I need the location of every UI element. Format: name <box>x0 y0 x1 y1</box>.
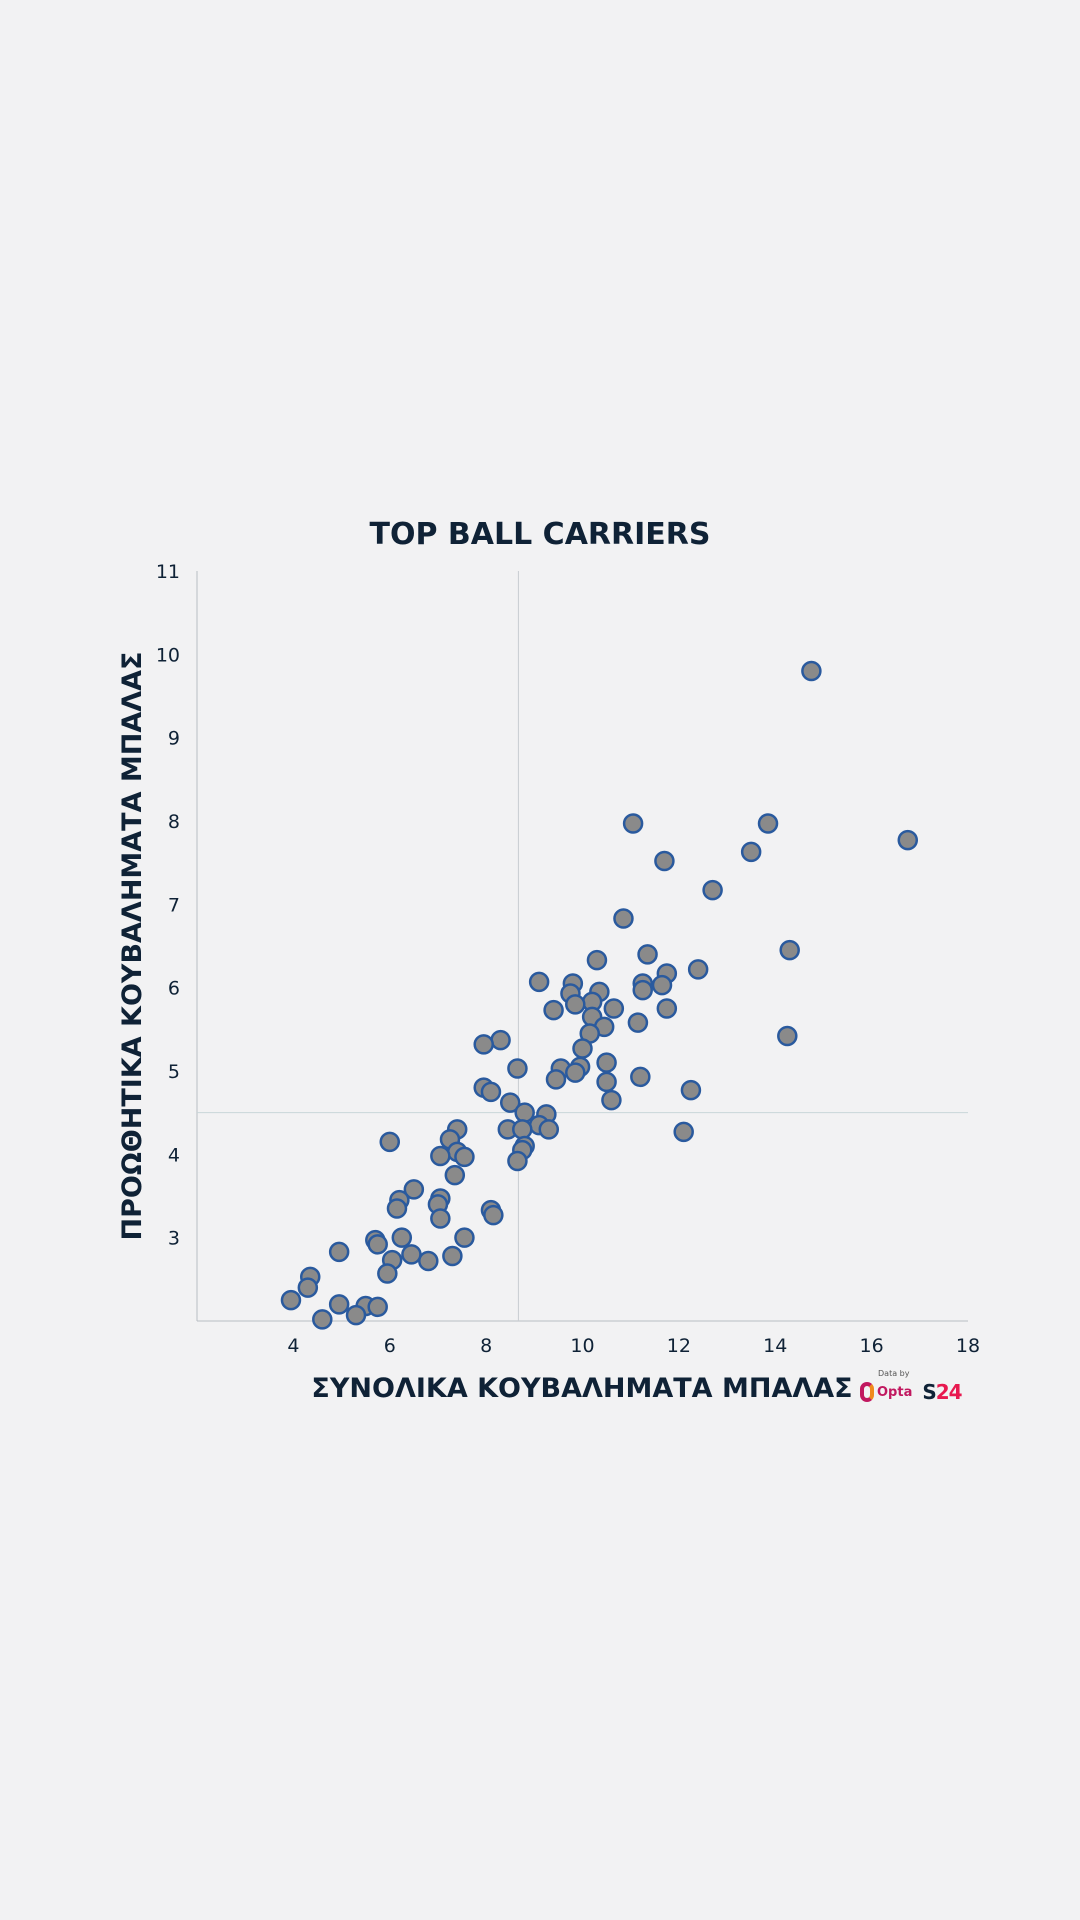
y-tick-label: 5 <box>168 1061 180 1083</box>
x-tick-label: 16 <box>860 1335 884 1357</box>
data-point <box>740 841 762 863</box>
data-point <box>444 1164 466 1186</box>
opta-mark-icon <box>860 1382 874 1402</box>
data-point <box>328 1294 350 1315</box>
data-point <box>312 1309 333 1330</box>
y-tick-label: 6 <box>168 978 180 1000</box>
data-point <box>430 1145 451 1167</box>
data-point <box>630 1066 651 1088</box>
data-point <box>430 1208 451 1229</box>
data-point <box>613 908 634 929</box>
data-point <box>538 1119 560 1140</box>
data-point <box>403 1179 425 1200</box>
data-point <box>297 1277 319 1298</box>
y-tick-label: 9 <box>168 728 180 750</box>
x-axis-title: ΣΥΝΟΛΙΚΑ ΚΟΥΒΑΛΗΜΑΤΑ ΜΠΑΛΑΣ <box>311 1373 852 1404</box>
y-tick-label: 10 <box>156 644 180 666</box>
data-point <box>572 1038 593 1059</box>
data-point <box>543 999 564 1021</box>
data-point <box>779 939 800 961</box>
data-point <box>401 1244 422 1265</box>
data-point <box>565 1062 586 1083</box>
data-point <box>596 1052 617 1073</box>
data-point <box>454 1227 475 1248</box>
y-tick-label: 3 <box>168 1228 180 1250</box>
data-point <box>627 1012 649 1033</box>
data-point <box>418 1250 439 1272</box>
y-tick-label: 8 <box>168 811 180 833</box>
data-point <box>654 850 675 872</box>
data-point <box>565 994 586 1015</box>
y-tick-label: 7 <box>168 894 180 916</box>
data-point <box>586 949 608 971</box>
data-point <box>367 1234 388 1255</box>
data-point <box>757 813 779 834</box>
data-point <box>473 1034 494 1055</box>
data-point <box>391 1227 413 1248</box>
data-point <box>345 1304 367 1326</box>
data-point <box>651 974 673 996</box>
data-point <box>680 1079 702 1101</box>
s24-letter: S <box>922 1380 936 1404</box>
data-point <box>897 829 919 851</box>
data-point <box>596 1071 617 1093</box>
data-by-label: Data by <box>878 1369 910 1378</box>
data-point <box>442 1245 463 1267</box>
y-axis-title: ΠΡΟΩΘΗΤΙΚΑ ΚΟΥΒΑΛΗΜΑΤΑ ΜΠΑΛΑΣ <box>117 652 148 1241</box>
data-point <box>687 959 709 980</box>
data-point <box>490 1029 511 1051</box>
data-point <box>367 1296 388 1318</box>
data-point <box>702 879 723 901</box>
data-point <box>528 971 550 993</box>
data-point <box>632 979 653 1001</box>
x-tick-label: 4 <box>287 1335 299 1357</box>
data-point <box>483 1204 504 1226</box>
data-point <box>507 1058 528 1079</box>
data-point <box>777 1025 798 1047</box>
data-point <box>601 1089 622 1111</box>
data-point <box>328 1241 350 1263</box>
opta-logo: Data by Opta <box>860 1369 913 1402</box>
data-point <box>603 998 625 1019</box>
data-point <box>499 1092 521 1113</box>
x-tick-label: 10 <box>570 1335 594 1357</box>
data-point <box>622 813 644 834</box>
x-tick-label: 6 <box>384 1335 396 1357</box>
x-tick-label: 12 <box>667 1335 691 1357</box>
x-tick-labels: 4 6 8 10 12 14 16 18 <box>287 1335 980 1357</box>
x-tick-label: 14 <box>763 1335 787 1357</box>
data-point <box>512 1119 533 1140</box>
data-point <box>377 1263 398 1284</box>
data-point <box>280 1289 302 1311</box>
y-tick-labels: 3 4 5 6 7 8 9 10 11 <box>156 561 180 1250</box>
y-tick-label: 11 <box>156 561 180 583</box>
chart-title: TOP BALL CARRIERS <box>370 517 711 552</box>
data-point <box>507 1150 528 1172</box>
s24-logo: S24 <box>922 1380 963 1404</box>
data-point <box>454 1146 475 1168</box>
data-point <box>480 1081 502 1103</box>
data-point <box>379 1131 400 1153</box>
data-point <box>656 998 678 1019</box>
data-point <box>801 660 822 682</box>
x-tick-label: 8 <box>480 1335 492 1357</box>
x-tick-label: 18 <box>956 1335 980 1357</box>
data-point <box>545 1069 567 1090</box>
opta-wordmark: Opta <box>877 1384 913 1400</box>
data-point <box>386 1198 408 1219</box>
data-point <box>673 1121 694 1143</box>
y-tick-label: 4 <box>168 1144 180 1166</box>
s24-number: 24 <box>935 1380 963 1404</box>
data-point <box>637 944 658 965</box>
data-points <box>280 660 919 1330</box>
sponsor-logos: Data by Opta S24 <box>860 1369 990 1410</box>
